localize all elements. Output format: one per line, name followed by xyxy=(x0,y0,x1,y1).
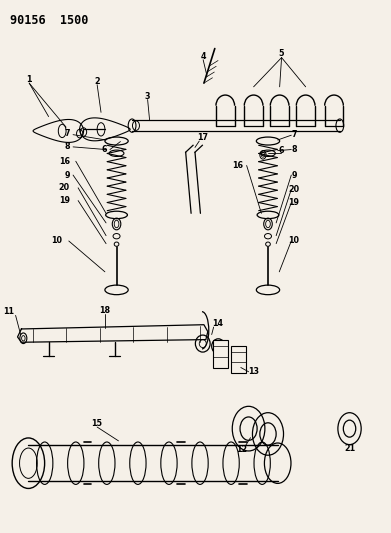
Text: 12: 12 xyxy=(237,445,248,454)
Text: 2: 2 xyxy=(94,77,100,86)
Text: 6: 6 xyxy=(101,145,107,154)
Text: 17: 17 xyxy=(197,133,209,142)
Text: 4: 4 xyxy=(201,52,206,61)
Text: 20: 20 xyxy=(59,183,70,192)
Text: 10: 10 xyxy=(51,237,62,246)
Text: 18: 18 xyxy=(99,305,111,314)
Text: 7: 7 xyxy=(65,129,70,138)
Text: 8: 8 xyxy=(291,145,297,154)
Text: 1: 1 xyxy=(27,75,32,84)
Text: 21: 21 xyxy=(344,444,355,453)
Text: 5: 5 xyxy=(279,50,284,58)
Text: 19: 19 xyxy=(289,198,300,207)
Text: 9: 9 xyxy=(65,171,70,180)
Text: 11: 11 xyxy=(4,307,14,316)
Text: 15: 15 xyxy=(91,419,102,428)
FancyBboxPatch shape xyxy=(231,346,246,373)
Text: 3: 3 xyxy=(145,92,151,101)
Text: 7: 7 xyxy=(291,130,297,139)
Text: 6: 6 xyxy=(279,146,284,155)
Text: 8: 8 xyxy=(65,142,70,151)
Text: 90156  1500: 90156 1500 xyxy=(10,14,88,27)
Text: 20: 20 xyxy=(289,185,300,194)
FancyBboxPatch shape xyxy=(213,340,228,368)
Text: 9: 9 xyxy=(291,171,297,180)
Text: 14: 14 xyxy=(212,319,223,328)
Text: 16: 16 xyxy=(59,157,70,166)
Text: 10: 10 xyxy=(289,237,300,246)
Text: 16: 16 xyxy=(233,161,244,170)
Text: 19: 19 xyxy=(59,196,70,205)
Text: 13: 13 xyxy=(248,367,259,376)
